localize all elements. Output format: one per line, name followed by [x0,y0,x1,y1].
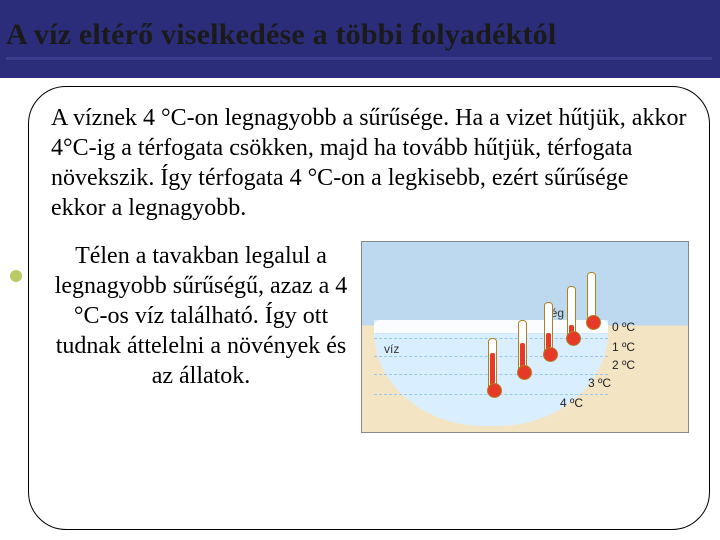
lake-diagram: jég víz 0 ºC1 ºC2 ºC3 ºC4 ºC [361,241,689,433]
title-underline [6,57,712,60]
thermometer-icon [587,272,596,328]
thermometer-icon [488,338,497,396]
temp-label: 3 ºC [588,376,611,390]
content-frame: A víznek 4 °C-on legnagyobb a sűrűsége. … [28,86,710,530]
temp-label: 0 ºC [612,320,635,334]
temp-label: 2 ºC [612,358,635,372]
label-water: víz [384,342,399,356]
temp-label: 1 ºC [612,340,635,354]
thermometer-icon [567,286,576,344]
row-2: Télen a tavakban legalul a legnagyobb sű… [51,241,689,433]
paragraph-2: Télen a tavakban legalul a legnagyobb sű… [51,241,351,391]
page-title: A víz eltérő viselkedése a többi folyadé… [6,18,556,52]
temp-label: 4 ºC [560,396,583,410]
paragraph-1: A víznek 4 °C-on legnagyobb a sűrűsége. … [51,103,689,223]
bullet-icon [10,270,22,282]
thermometer-icon [544,302,553,360]
thermometer-icon [518,320,527,378]
